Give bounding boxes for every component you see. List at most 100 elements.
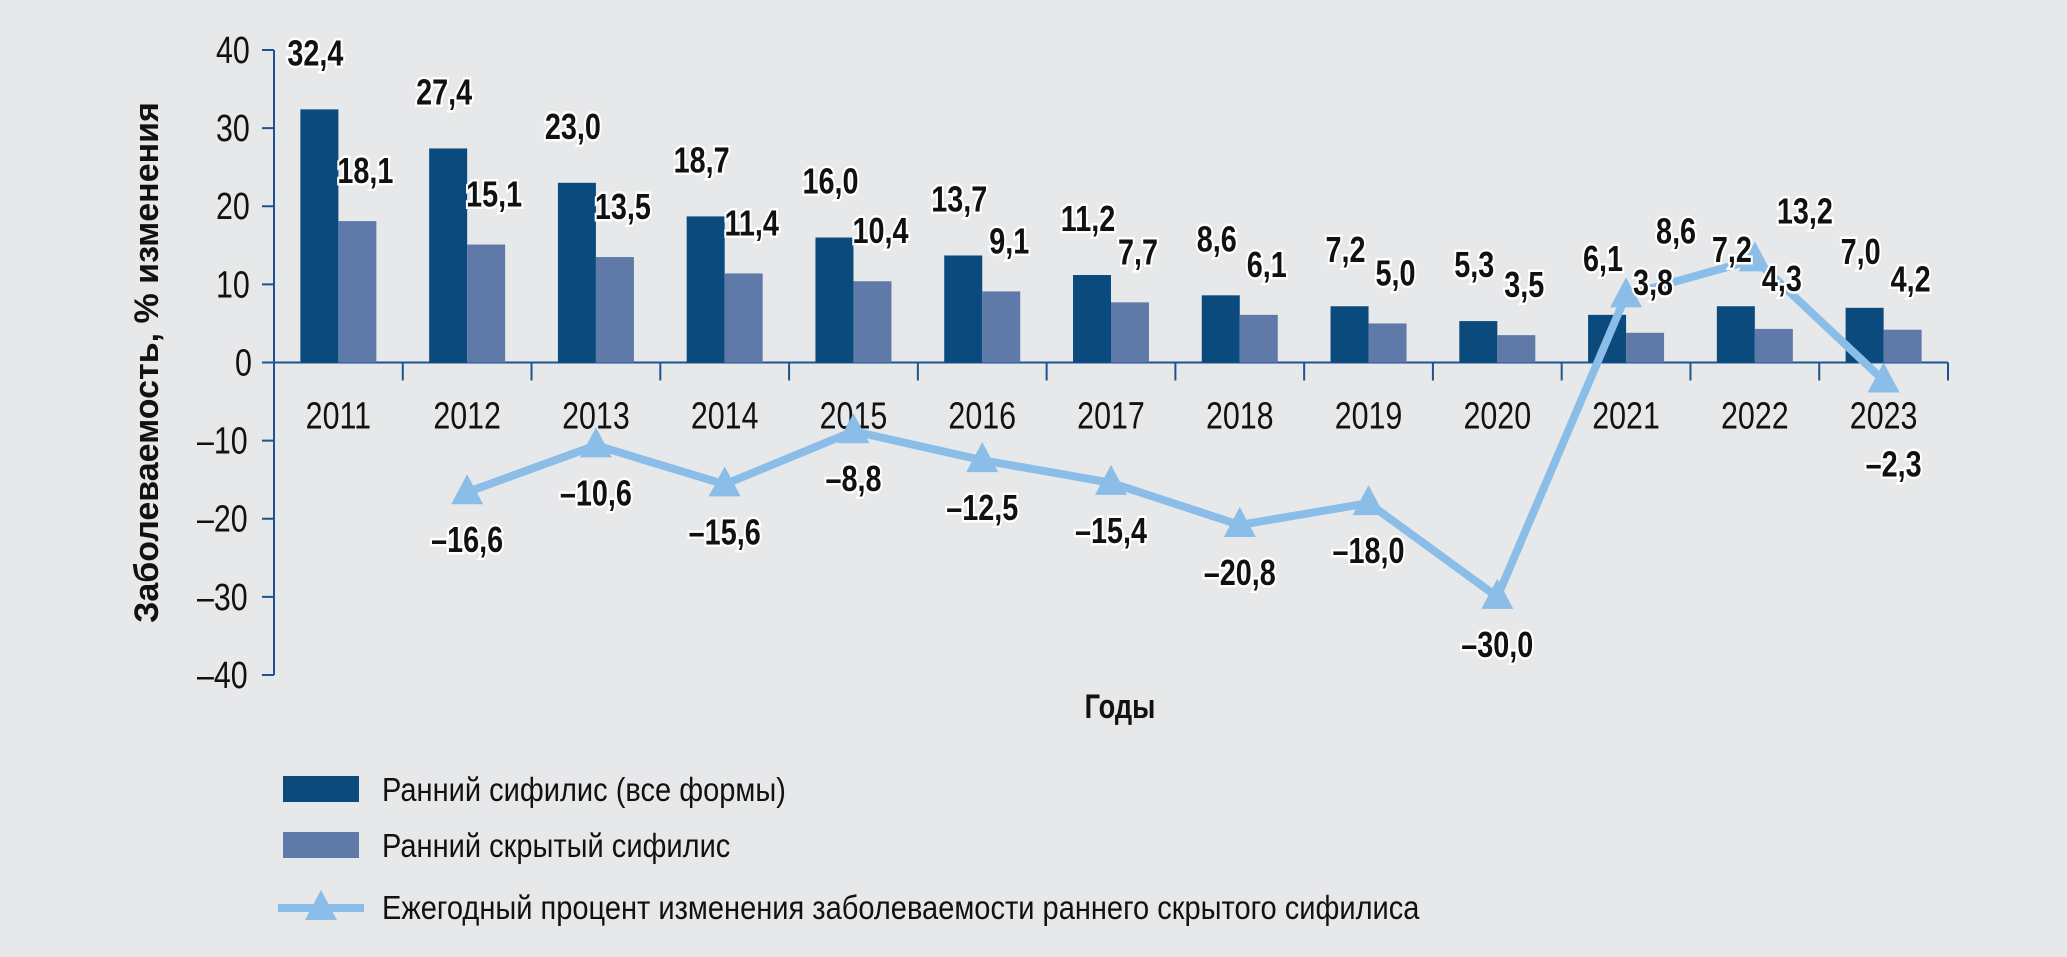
x-tick-label: 2021 bbox=[1592, 395, 1660, 437]
bar-early-syphilis bbox=[944, 255, 983, 363]
x-tick-label: 2017 bbox=[1077, 395, 1145, 437]
bar-early-latent-syphilis bbox=[1754, 328, 1793, 363]
data-label: 5,0 bbox=[1376, 252, 1416, 293]
triangle-marker bbox=[966, 442, 999, 473]
legend-label: Ранний скрытый сифилис bbox=[382, 827, 730, 864]
bar-early-syphilis bbox=[1459, 321, 1498, 363]
bar-early-latent-syphilis bbox=[338, 221, 377, 363]
legend-label: Ежегодный процент изменения заболеваемос… bbox=[382, 889, 1420, 926]
data-label: 7,2 bbox=[1326, 229, 1366, 270]
triangle-marker bbox=[1867, 362, 1900, 393]
y-tick-label: –40 bbox=[197, 655, 248, 697]
x-tick-label: 2022 bbox=[1721, 395, 1789, 437]
data-label: 4,3 bbox=[1762, 258, 1802, 299]
line-annual-change bbox=[465, 254, 1887, 604]
bar-early-latent-syphilis bbox=[853, 281, 892, 363]
data-label: 23,0 bbox=[545, 106, 601, 147]
x-tick-label: 2016 bbox=[948, 395, 1016, 437]
y-tick-label: –10 bbox=[197, 420, 248, 462]
bar-early-syphilis bbox=[686, 216, 725, 363]
bar-early-syphilis bbox=[1073, 275, 1111, 363]
line-data-label: –15,4 bbox=[1075, 510, 1147, 551]
data-label: 7,0 bbox=[1841, 231, 1881, 272]
data-label: 11,4 bbox=[724, 202, 778, 243]
line-data-label: –10,6 bbox=[560, 472, 632, 513]
bar-early-latent-syphilis bbox=[982, 291, 1021, 363]
triangle-marker bbox=[1481, 578, 1514, 609]
bar-early-latent-syphilis bbox=[1368, 323, 1407, 363]
triangle-marker bbox=[1095, 464, 1127, 495]
line-data-label: –2,3 bbox=[1866, 443, 1922, 484]
data-label: 32,4 bbox=[287, 32, 343, 73]
x-tick-label: 2019 bbox=[1335, 395, 1403, 437]
data-label: 13,7 bbox=[931, 178, 987, 219]
y-tick-label: 0 bbox=[235, 342, 252, 384]
data-label: 3,5 bbox=[1504, 264, 1544, 305]
x-tick-label: 2020 bbox=[1463, 395, 1531, 437]
triangle-marker bbox=[1223, 507, 1256, 537]
data-label: 11,2 bbox=[1061, 198, 1115, 239]
data-label: 3,8 bbox=[1633, 262, 1673, 303]
bar-early-latent-syphilis bbox=[724, 273, 763, 363]
line-data-label: –20,8 bbox=[1204, 552, 1276, 593]
triangle-marker bbox=[708, 466, 741, 497]
data-label: 18,7 bbox=[674, 139, 730, 180]
bar-early-latent-syphilis bbox=[1111, 302, 1149, 363]
y-tick-label: –30 bbox=[197, 577, 248, 619]
line-data-label: 13,2 bbox=[1777, 190, 1833, 231]
x-axis-title: Годы bbox=[1085, 687, 1156, 726]
bar-early-syphilis bbox=[815, 237, 854, 363]
data-label: 8,6 bbox=[1197, 218, 1237, 259]
bar-early-syphilis bbox=[1201, 295, 1240, 363]
legend-swatch-early-latent-syphilis bbox=[283, 832, 359, 858]
data-label: 18,1 bbox=[337, 150, 393, 191]
bar-early-syphilis bbox=[300, 109, 339, 363]
data-label: 9,1 bbox=[989, 220, 1029, 261]
y-tick-label: 40 bbox=[216, 30, 250, 72]
data-label: 10,4 bbox=[852, 210, 908, 251]
triangle-marker bbox=[1352, 485, 1385, 516]
data-label: 15,1 bbox=[466, 173, 522, 214]
y-tick-label: 10 bbox=[216, 264, 250, 306]
triangle-marker bbox=[579, 427, 612, 458]
bar-early-latent-syphilis bbox=[1497, 335, 1536, 363]
y-tick-label: –20 bbox=[197, 499, 248, 541]
y-tick-label: 30 bbox=[216, 108, 250, 150]
data-label: 4,2 bbox=[1891, 259, 1931, 300]
bar-early-syphilis bbox=[1716, 306, 1755, 363]
line-data-label: 8,6 bbox=[1656, 210, 1696, 251]
bar-early-latent-syphilis bbox=[1239, 314, 1278, 363]
bar-early-syphilis bbox=[1330, 306, 1369, 363]
line-data-label: –16,6 bbox=[431, 519, 503, 560]
data-label: 6,1 bbox=[1583, 238, 1623, 279]
bar-early-latent-syphilis bbox=[1883, 329, 1922, 363]
data-label: 27,4 bbox=[416, 71, 472, 112]
line-data-label: –30,0 bbox=[1461, 624, 1533, 665]
data-label: 13,5 bbox=[595, 186, 651, 227]
data-label: 6,1 bbox=[1247, 244, 1287, 285]
x-tick-label: 2011 bbox=[306, 395, 371, 437]
bar-early-latent-syphilis bbox=[595, 257, 634, 363]
bar-early-latent-syphilis bbox=[467, 244, 506, 363]
legend-label: Ранний сифилис (все формы) bbox=[382, 771, 786, 808]
triangle-marker bbox=[1610, 277, 1643, 308]
bar-early-syphilis bbox=[429, 148, 468, 363]
data-label: 7,7 bbox=[1118, 231, 1158, 272]
data-label: 7,2 bbox=[1712, 229, 1752, 270]
x-tick-label: 2012 bbox=[433, 395, 501, 437]
bar-early-syphilis bbox=[557, 182, 596, 363]
y-axis-title: Заболеваемость, % изменения bbox=[128, 102, 166, 623]
legend-swatch-early-syphilis bbox=[283, 776, 359, 802]
data-label: 5,3 bbox=[1454, 244, 1494, 285]
x-tick-label: 2023 bbox=[1850, 395, 1918, 437]
triangle-marker bbox=[1738, 241, 1771, 272]
triangle-marker bbox=[837, 413, 870, 444]
line-data-label: –15,6 bbox=[689, 511, 761, 552]
x-tick-label: 2018 bbox=[1206, 395, 1274, 437]
line-data-label: –18,0 bbox=[1333, 530, 1405, 571]
data-label: 16,0 bbox=[802, 160, 858, 201]
line-data-label: –12,5 bbox=[946, 487, 1018, 528]
legend-triangle-icon bbox=[305, 890, 337, 920]
